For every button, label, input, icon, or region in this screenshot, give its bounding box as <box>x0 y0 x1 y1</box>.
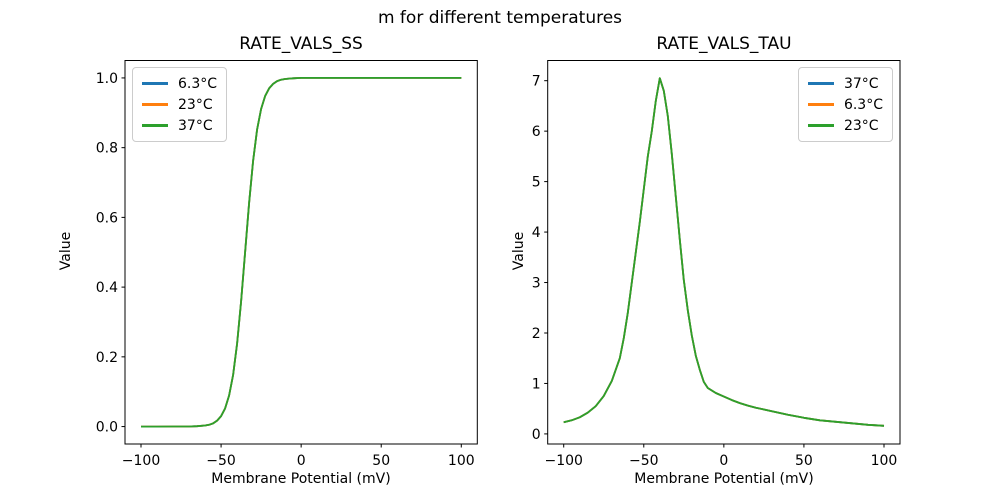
subplot-title-tau: RATE_VALS_TAU <box>656 34 792 54</box>
legend-label: 23°C <box>843 117 879 134</box>
figure-suptitle: m for different temperatures <box>377 8 623 28</box>
x-tick-label: −100 <box>544 453 582 469</box>
legend-line-sample <box>142 82 168 85</box>
x-tick-label: −100 <box>122 453 160 469</box>
x-tick-label: 50 <box>372 453 390 469</box>
legend-tau: 37°C 6.3°C 23°C <box>797 67 893 142</box>
y-tick-label: 0.2 <box>96 350 118 366</box>
legend-entry: 23°C <box>142 94 217 115</box>
x-axis-label-ss: Membrane Potential (mV) <box>211 471 391 487</box>
x-tick-label: −50 <box>629 453 659 469</box>
y-tick-label: 1.0 <box>96 71 118 87</box>
legend-line-sample <box>807 124 834 127</box>
legend-line-sample <box>807 103 834 106</box>
y-axis-label-tau: Value <box>511 231 527 271</box>
x-tick-label: 100 <box>871 453 898 469</box>
x-tick-label: 100 <box>448 453 475 469</box>
legend-line-sample <box>142 124 168 127</box>
x-tick-label: 50 <box>795 453 813 469</box>
legend-entry: 23°C <box>807 115 883 136</box>
series-line-23-c <box>563 77 885 427</box>
x-tick-label: 0 <box>297 453 306 469</box>
legend-entry: 6.3°C <box>142 73 217 94</box>
legend-label: 6.3°C <box>178 75 218 92</box>
legend-entry: 6.3°C <box>807 94 883 115</box>
x-tick-label: 0 <box>719 453 728 469</box>
legend-line-sample <box>142 103 168 106</box>
y-tick-label: 0.8 <box>96 141 118 157</box>
y-tick-label: 3 <box>532 276 541 292</box>
legend-label: 6.3°C <box>843 96 883 113</box>
legend-line-sample <box>807 82 834 85</box>
y-tick-label: 4 <box>532 225 541 241</box>
y-tick-label: 0.6 <box>96 210 118 226</box>
y-tick-label: 7 <box>532 74 541 90</box>
legend-label: 23°C <box>178 96 213 113</box>
y-tick-label: 0.4 <box>96 280 118 296</box>
y-tick-label: 1 <box>532 376 541 392</box>
series-line-37-c <box>141 77 462 428</box>
y-tick-label: 6 <box>532 124 541 140</box>
legend-entry: 37°C <box>142 115 217 136</box>
y-tick-label: 2 <box>532 326 541 342</box>
y-tick-label: 0.0 <box>96 420 118 436</box>
x-tick-label: −50 <box>206 453 236 469</box>
x-axis-label-tau: Membrane Potential (mV) <box>634 471 814 487</box>
subplot-title-ss: RATE_VALS_SS <box>239 34 363 54</box>
legend-label: 37°C <box>843 75 879 92</box>
y-tick-label: 0 <box>532 427 541 443</box>
legend-label: 37°C <box>178 117 213 134</box>
y-tick-label: 5 <box>532 175 541 191</box>
legend-entry: 37°C <box>807 73 883 94</box>
y-axis-label-ss: Value <box>58 231 74 271</box>
legend-ss: 6.3°C 23°C 37°C <box>132 67 228 142</box>
